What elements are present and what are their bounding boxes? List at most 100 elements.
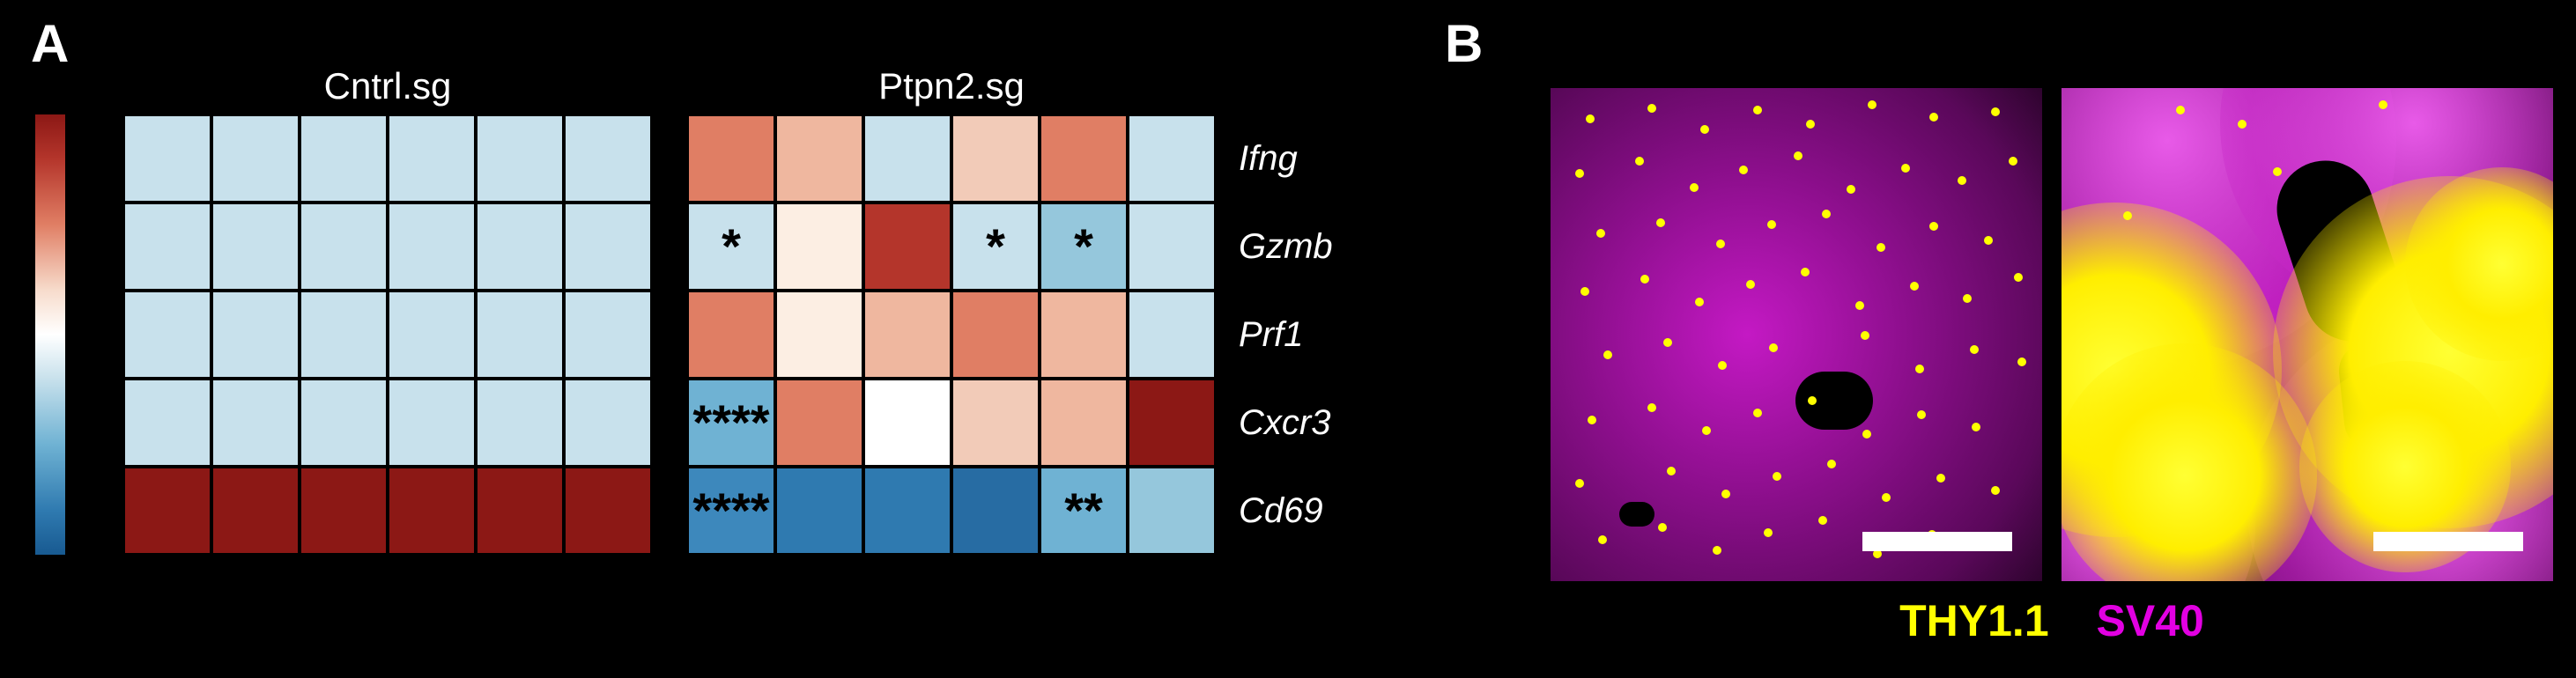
yellow-dot [1868,100,1876,109]
yellow-dot [1984,236,1993,245]
heatmap-cell [123,291,211,379]
heatmap-cell [1128,291,1216,379]
heatmap-row-labels: IfngGzmbPrf1Cxcr3Cd69 [1226,114,1333,555]
yellow-dot [1801,268,1810,276]
microscopy-area: Cntrl.sgPtpn2.sg [1551,88,2553,581]
yellow-dot [1596,229,1605,238]
heatmap-cell [863,291,951,379]
yellow-dot [1700,125,1709,134]
heatmap-cell: * [951,203,1040,291]
heatmap-title-ptpn2-sg: Ptpn2.sg [687,65,1216,107]
yellow-dot [1663,338,1672,347]
heatmap-cell [300,467,388,555]
heatmap-cell [863,379,951,467]
significance-marker: * [722,222,741,271]
significance-marker: **** [692,486,769,535]
heatmap-cell [211,379,300,467]
legend-sv40: SV40 [2097,596,2204,645]
heatmap-cell: * [1040,203,1128,291]
heatmap-cell [775,291,863,379]
yellow-dot [1586,114,1595,123]
heatmap-cell [300,114,388,203]
heatmap-cell [1128,379,1216,467]
yellow-dot [1702,426,1711,435]
heatmap-cell [211,291,300,379]
heatmap-cell [1040,291,1128,379]
heatmap-cell [388,203,476,291]
yellow-dot [1847,185,1855,194]
yellow-dot [1695,298,1704,306]
heatmap-cell [775,114,863,203]
yellow-dot [1739,166,1748,174]
heatmap-cell [775,203,863,291]
significance-marker: ** [1064,486,1103,535]
heatmap-cell [123,467,211,555]
heatmap-cell [863,203,951,291]
yellow-dot [1580,287,1589,296]
yellow-dot [1876,243,1885,252]
yellow-dot [2014,273,2023,282]
yellow-dot [1603,350,1612,359]
heatmap-cell [388,291,476,379]
heatmap-cell [863,114,951,203]
yellow-dot [1588,416,1596,424]
yellow-dot [1808,396,1817,405]
heatmap-cell [775,379,863,467]
yellow-dot [1713,546,1721,555]
heatmap-cell [564,467,652,555]
heatmap-cell: **** [687,467,775,555]
panel-label-a: A [31,13,69,74]
heatmap-cell: * [687,203,775,291]
yellow-dot [1647,104,1656,113]
micro-legend: THY1.1 SV40 [1551,595,2553,646]
micro-panel-ptpn2: Ptpn2.sg [2062,88,2553,581]
significance-marker: **** [692,398,769,447]
heatmap-title-cntrl-sg: Cntrl.sg [123,65,652,107]
yellow-dot [1718,361,1727,370]
yellow-dot [1746,280,1755,289]
heatmap-cell [951,379,1040,467]
yellow-dot [1963,294,1972,303]
yellow-dot [1855,301,1864,310]
heatmap-cell [388,379,476,467]
heatmap-cell [300,203,388,291]
yellow-dot [1769,343,1778,352]
panel-label-b: B [1445,13,1483,74]
heatmap-cell [211,114,300,203]
yellow-dot [1862,430,1871,438]
heatmap-cell [211,467,300,555]
yellow-dot [1822,210,1831,218]
heatmap-cell [123,114,211,203]
heatmap-cell [564,291,652,379]
yellow-dot [1929,222,1938,231]
heatmap-block-cntrl-sg: Cntrl.sg [123,114,652,555]
yellow-dot [1970,345,1979,354]
scalebar [1862,532,2012,551]
yellow-dot [1991,486,2000,495]
yellow-dot [1773,472,1781,481]
heatmap-cell [1040,379,1128,467]
yellow-dot [1910,282,1919,291]
yellow-dot [1647,403,1656,412]
yellow-dot [2123,211,2132,220]
heatmap-cell [863,467,951,555]
heatmap-cell [687,291,775,379]
heatmap-cell [687,114,775,203]
yellow-dot [1598,535,1607,544]
yellow-dot [1667,467,1676,475]
yellow-dot [1721,490,1730,498]
row-label: Cxcr3 [1226,379,1333,467]
yellow-dot [1915,365,1924,373]
yellow-dot [1929,113,1938,122]
yellow-dot [1575,169,1584,178]
yellow-dot [1656,218,1665,227]
heatmap-cell: ** [1040,467,1128,555]
yellow-dot [1958,176,1966,185]
significance-marker: * [986,222,1005,271]
heatmap-cell [123,203,211,291]
heatmap-cell [476,203,564,291]
row-label: Cd69 [1226,467,1333,555]
yellow-dot [1882,493,1891,502]
yellow-dot [2017,357,2026,366]
heatmap-cell [211,203,300,291]
